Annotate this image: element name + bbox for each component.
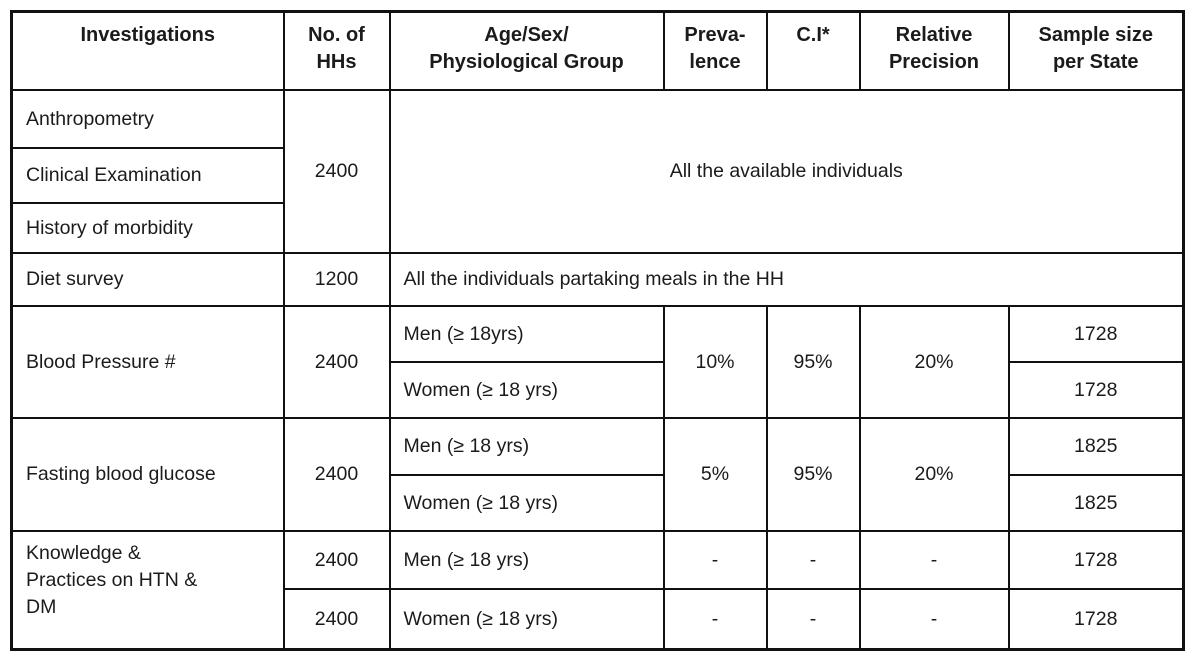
header-ci: C.I* <box>765 10 861 91</box>
cell-blood-pressure-ci: 95% <box>765 304 861 419</box>
cell-knowledge-women-relative-precision: - <box>858 587 1010 651</box>
cell-investigation-knowledge-practices: Knowledge & Practices on HTN & DM <box>10 529 285 651</box>
cell-blood-pressure-men-group: Men (≥ 18yrs) <box>388 304 665 363</box>
cell-blood-pressure-women-sample: 1728 <box>1007 360 1185 419</box>
cell-diet-survey-hhs: 1200 <box>282 251 391 307</box>
survey-sampling-table: Investigations No. of HHs Age/Sex/ Physi… <box>10 10 1185 651</box>
table-row: Blood Pressure # 2400 Men (≥ 18yrs) 10% … <box>10 304 1185 419</box>
cell-knowledge-men-hhs: 2400 <box>282 529 391 590</box>
cell-blood-pressure-men-sample: 1728 <box>1007 304 1185 363</box>
cell-investigation-blood-pressure: Blood Pressure # <box>10 304 285 419</box>
cell-investigation-diet-survey: Diet survey <box>10 251 285 307</box>
cell-investigation-history-of-morbidity: History of morbidity <box>10 201 285 254</box>
table-row: Clinical Examination <box>10 146 1184 204</box>
cell-investigation-anthropometry: Anthropometry <box>10 88 285 149</box>
header-no-of-hhs: No. of HHs <box>282 10 391 91</box>
cell-fasting-glucose-men-group: Men (≥ 18 yrs) <box>388 416 665 476</box>
cell-knowledge-men-group: Men (≥ 18 yrs) <box>388 529 665 590</box>
table-row: Diet survey 1200 All the individuals par… <box>10 251 1185 307</box>
cell-diet-survey-note: All the individuals partaking meals in t… <box>388 251 1185 307</box>
cell-knowledge-women-group: Women (≥ 18 yrs) <box>388 587 665 651</box>
cell-knowledge-women-ci: - <box>765 587 861 651</box>
header-sample-size: Sample size per State <box>1007 10 1185 91</box>
cell-blood-pressure-women-group: Women (≥ 18 yrs) <box>388 360 665 419</box>
table-row: Women (≥ 18 yrs) 1825 <box>12 473 1185 532</box>
cell-fasting-glucose-ci: 95% <box>765 416 861 532</box>
cell-fasting-glucose-women-sample: 1825 <box>1007 473 1185 532</box>
cell-fasting-glucose-men-sample: 1825 <box>1007 416 1185 476</box>
cell-investigation-clinical-examination: Clinical Examination <box>10 146 285 204</box>
cell-blood-pressure-hhs: 2400 <box>282 304 391 419</box>
header-age-sex-group: Age/Sex/ Physiological Group <box>388 10 665 91</box>
cell-knowledge-men-relative-precision: - <box>858 529 1010 590</box>
cell-anthro-group-note: All the available individuals <box>388 88 1185 254</box>
header-investigations: Investigations <box>10 10 285 91</box>
cell-investigation-fasting-blood-glucose: Fasting blood glucose <box>10 416 285 532</box>
cell-knowledge-men-prevalence: - <box>662 529 768 590</box>
cell-knowledge-women-hhs: 2400 <box>282 587 391 651</box>
header-row: Investigations No. of HHs Age/Sex/ Physi… <box>10 10 1185 91</box>
header-relative-precision: Relative Precision <box>858 10 1010 91</box>
cell-fasting-glucose-women-group: Women (≥ 18 yrs) <box>388 473 665 532</box>
cell-fasting-glucose-hhs: 2400 <box>282 416 391 532</box>
cell-fasting-glucose-relative-precision: 20% <box>858 416 1010 532</box>
table-row: History of morbidity <box>10 201 1184 254</box>
table-row: Anthropometry 2400 All the available ind… <box>10 88 1185 254</box>
header-prevalence: Preva- lence <box>662 10 768 91</box>
cell-fasting-glucose-prevalence: 5% <box>662 416 768 532</box>
cell-blood-pressure-relative-precision: 20% <box>858 304 1010 419</box>
cell-knowledge-men-sample: 1728 <box>1007 529 1185 590</box>
table-row: Knowledge & Practices on HTN & DM 2400 M… <box>10 529 1185 651</box>
cell-blood-pressure-prevalence: 10% <box>662 304 768 419</box>
cell-knowledge-men-ci: - <box>765 529 861 590</box>
table-row: Women (≥ 18 yrs) 1728 <box>12 360 1185 419</box>
cell-knowledge-women-prevalence: - <box>662 587 768 651</box>
table-row: 2400 Women (≥ 18 yrs) - - - 1728 <box>12 587 1185 651</box>
cell-anthro-group-hhs: 2400 <box>282 88 391 254</box>
table-row: Fasting blood glucose 2400 Men (≥ 18 yrs… <box>10 416 1185 532</box>
cell-knowledge-women-sample: 1728 <box>1007 587 1185 651</box>
